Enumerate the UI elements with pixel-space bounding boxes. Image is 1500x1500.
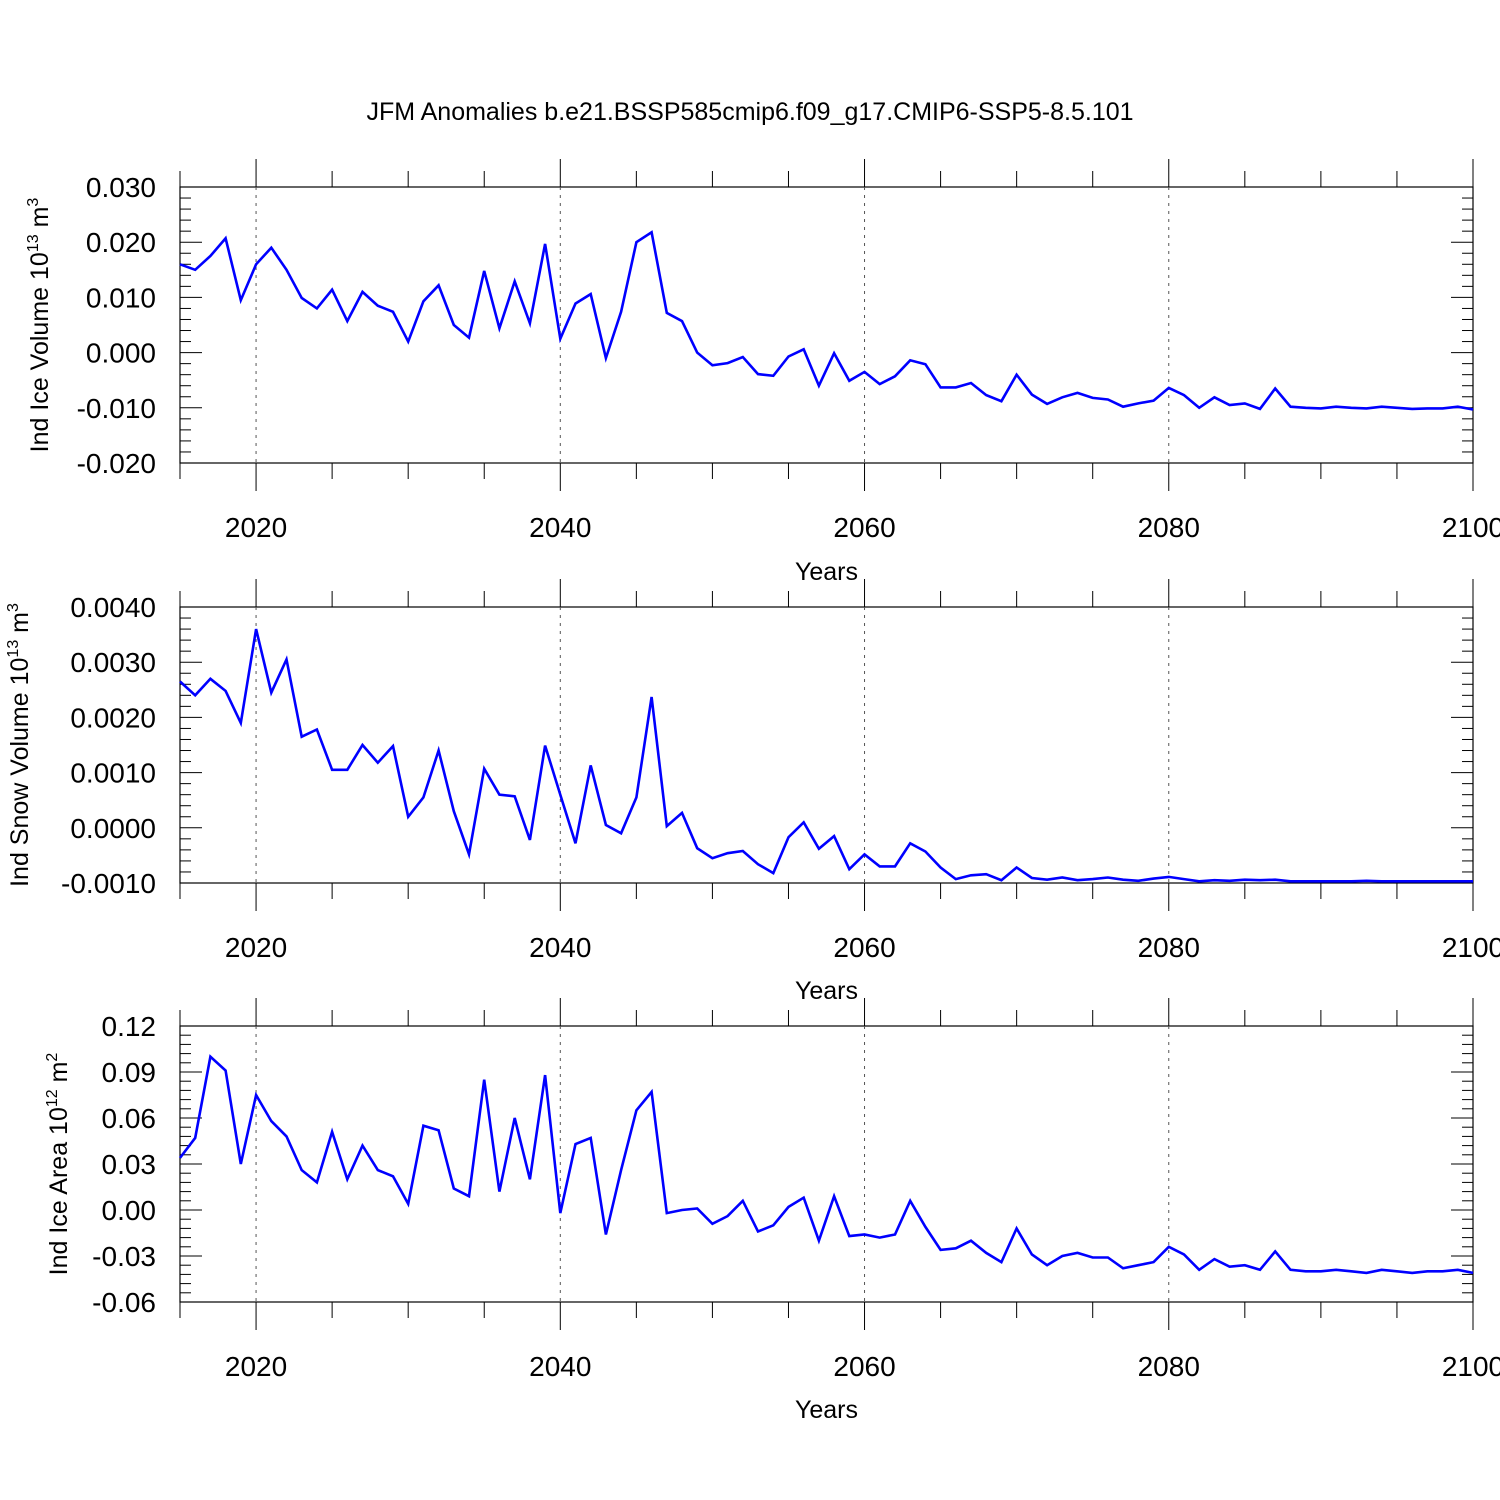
- figure-title: JFM Anomalies b.e21.BSSP585cmip6.f09_g17…: [366, 98, 1134, 126]
- x-tick-label: 2020: [225, 512, 287, 543]
- y-tick-label: 0.0010: [70, 758, 156, 789]
- y-tick-label: 0.030: [86, 172, 156, 203]
- plot-frame: [179, 606, 1474, 884]
- y-tick-label: 0.0020: [70, 702, 156, 733]
- x-tick-label: 2040: [529, 512, 591, 543]
- y-tick-label: 0.06: [102, 1103, 157, 1134]
- y-tick-label: -0.020: [77, 448, 156, 479]
- x-tick-label: 2060: [833, 1351, 895, 1382]
- y-tick-label: 0.12: [102, 1011, 157, 1042]
- panel-snow-volume: 2020 2040 2060 2080 2100 -0.0010 0.0000 0.0010 0…: [5, 579, 1500, 1005]
- y-tick-label: 0.09: [102, 1057, 157, 1088]
- x-tick-label: 2060: [833, 512, 895, 543]
- y-tick-label: -0.06: [92, 1287, 156, 1318]
- y-tick-label: 0.00: [102, 1195, 157, 1226]
- y-axis-title: Ind Snow Volume 1013 m3: [5, 603, 34, 887]
- x-tick-label: 2040: [529, 932, 591, 963]
- panel-ice-area: 2020 2040 2060 2080 2100 -0.06 -0.03 0.00 0.03 0.…: [44, 998, 1500, 1424]
- y-tick-label: -0.0010: [61, 868, 156, 899]
- x-axis-title: Years: [795, 977, 858, 1005]
- x-tick-label: 2080: [1138, 512, 1200, 543]
- series-line-ice-volume: [179, 230, 1474, 411]
- x-tick-label: 2100: [1442, 1351, 1500, 1382]
- y-axis-title: Ind Ice Area 1012 m2: [44, 1053, 73, 1276]
- y-tick-label: -0.010: [77, 393, 156, 424]
- y-tick-label: 0.000: [86, 338, 156, 369]
- y-tick-label: 0.0040: [70, 592, 156, 623]
- x-tick-label: 2100: [1442, 932, 1500, 963]
- y-tick-label: -0.03: [92, 1241, 156, 1272]
- x-tick-label: 2040: [529, 1351, 591, 1382]
- series-line-snow-volume: [179, 628, 1473, 883]
- y-tick-label: 0.03: [102, 1149, 157, 1180]
- plot-frame: [179, 186, 1474, 464]
- x-tick-label: 2020: [225, 1351, 287, 1382]
- panel-ice-volume: 2020 2040 2060 2080 2100 -0.020 -0.010 0.000 0.0…: [25, 159, 1500, 586]
- x-tick-label: 2060: [833, 932, 895, 963]
- x-axis-title: Years: [795, 558, 858, 586]
- series-line-ice-area: [178, 1054, 1474, 1275]
- x-tick-label: 2100: [1442, 512, 1500, 543]
- x-tick-label: 2020: [225, 932, 287, 963]
- x-tick-label: 2080: [1138, 932, 1200, 963]
- x-tick-label: 2080: [1138, 1351, 1200, 1382]
- x-axis-title: Years: [795, 1396, 858, 1424]
- y-tick-label: 0.020: [86, 227, 156, 258]
- y-tick-label: 0.010: [86, 282, 156, 313]
- y-tick-label: 0.0000: [70, 813, 156, 844]
- y-tick-label: 0.0030: [70, 647, 156, 678]
- y-axis-title: Ind Ice Volume 1013 m3: [25, 198, 54, 453]
